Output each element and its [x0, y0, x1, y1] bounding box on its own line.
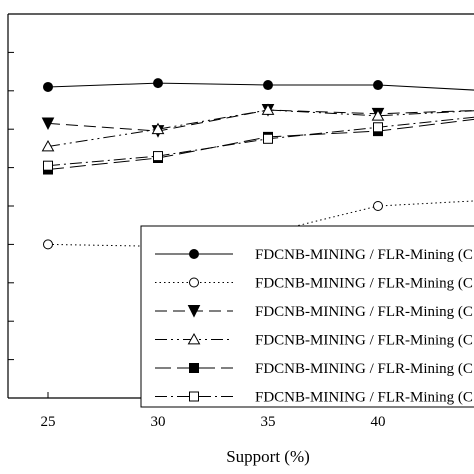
legend-marker [189, 277, 199, 288]
series-line [47, 116, 474, 167]
legend-marker [187, 305, 201, 318]
data-point [43, 239, 53, 250]
series-3 [41, 104, 474, 138]
legend-label: FDCNB-MINING / FLR-Mining (C [255, 247, 473, 263]
data-point [261, 103, 275, 115]
data-point [41, 117, 55, 131]
legend-entry: FDCNB-MINING / FLR-Mining (C [155, 304, 473, 320]
legend-entry: FDCNB-MINING / FLR-Mining (C [155, 247, 473, 263]
x-tick-label: 35 [261, 414, 276, 430]
data-point [153, 151, 163, 162]
data-point [153, 78, 163, 89]
series-line [47, 82, 474, 91]
legend-marker [187, 332, 201, 345]
legend-entry: FDCNB-MINING / FLR-Mining (C [155, 333, 473, 349]
series-line [47, 109, 474, 132]
series-1 [43, 78, 474, 92]
series-layer [41, 78, 474, 252]
data-point [43, 160, 53, 171]
legend-label: FDCNB-MINING / FLR-Mining (C [255, 276, 473, 292]
series-line [47, 109, 474, 147]
series-5 [43, 118, 474, 175]
legend-marker [189, 249, 199, 259]
series-4 [41, 103, 474, 152]
data-point [43, 81, 53, 92]
data-point [263, 133, 273, 144]
series-6 [43, 116, 474, 171]
series-line [47, 118, 474, 170]
legend-entry: FDCNB-MINING / FLR-Mining (C [155, 390, 473, 406]
data-point [373, 201, 383, 211]
x-tick-label: 40 [371, 414, 386, 430]
data-point [263, 80, 273, 91]
x-tick-label: 30 [151, 414, 166, 430]
legend-entry: FDCNB-MINING / FLR-Mining (C [155, 276, 473, 292]
data-point [371, 109, 385, 121]
legend-label: FDCNB-MINING / FLR-Mining (C [255, 390, 473, 406]
x-tick-label: 25 [41, 414, 56, 430]
legend: FDCNB-MINING / FLR-Mining (C FDCNB-MINING… [140, 225, 474, 408]
legend-label: FDCNB-MINING / FLR-Mining (C [255, 304, 473, 320]
legend-label: FDCNB-MINING / FLR-Mining (C [255, 333, 473, 349]
data-point [373, 80, 383, 91]
legend-marker [189, 391, 199, 402]
legend-entry: FDCNB-MINING / FLR-Mining (C [155, 361, 473, 377]
legend-marker [189, 363, 199, 373]
data-point [373, 122, 383, 133]
x-axis-title: Support (%) [226, 447, 310, 466]
legend-label: FDCNB-MINING / FLR-Mining (C [255, 361, 473, 377]
data-point [151, 122, 165, 135]
data-point [41, 139, 55, 152]
